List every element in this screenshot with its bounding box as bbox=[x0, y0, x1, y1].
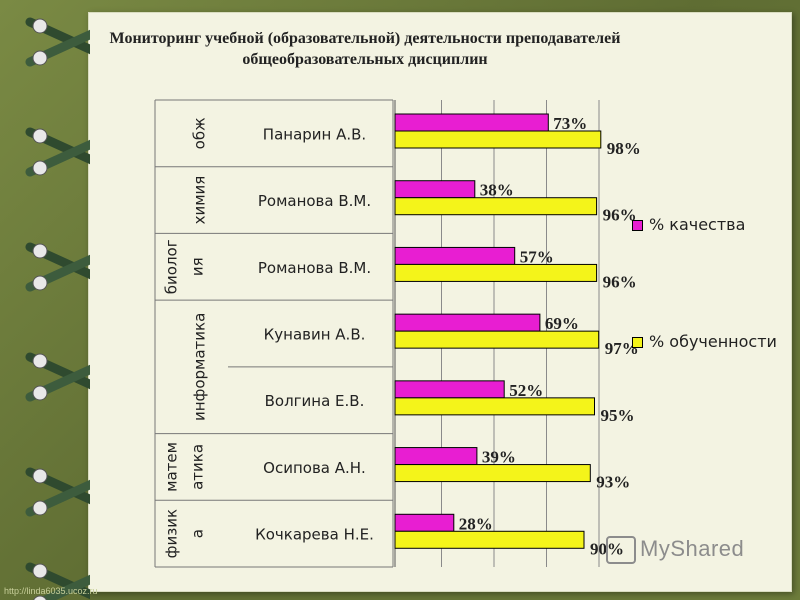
subject-label: обж bbox=[191, 117, 209, 149]
teacher-name-label: Панарин А.В. bbox=[263, 125, 366, 143]
legend-label-learning: % обученности bbox=[649, 332, 777, 351]
binding-hole bbox=[32, 275, 48, 291]
bar-quality bbox=[394, 513, 455, 532]
slide-card bbox=[88, 12, 792, 592]
bar-learning bbox=[394, 464, 591, 483]
bar-quality bbox=[394, 380, 505, 399]
subject-label: физик bbox=[163, 509, 181, 558]
subject-label: информатика bbox=[191, 313, 209, 421]
bar-learning bbox=[394, 130, 602, 149]
data-label-quality: 52% bbox=[509, 381, 543, 400]
legend-swatch-quality bbox=[632, 220, 643, 231]
teacher-name-label: Романова В.М. bbox=[258, 192, 371, 210]
chart-title: Мониторинг учебной (образовательной) дея… bbox=[109, 30, 621, 68]
myshared-logo: MyShared bbox=[606, 536, 745, 565]
binding-hole bbox=[32, 468, 48, 484]
bar-learning bbox=[394, 263, 598, 282]
bar-learning bbox=[394, 530, 585, 549]
teacher-name-label: Романова В.М. bbox=[258, 259, 371, 277]
binding-hole bbox=[32, 563, 48, 579]
teacher-name-label: Волгина Е.В. bbox=[265, 392, 365, 410]
legend-swatch-learning bbox=[632, 337, 643, 348]
subject-label: атика bbox=[189, 444, 207, 490]
legend-item-learning: % обученности bbox=[632, 330, 782, 354]
binding-cord bbox=[34, 574, 90, 600]
bar-quality bbox=[394, 180, 476, 199]
binding-hole bbox=[32, 128, 48, 144]
bar-quality bbox=[394, 246, 516, 265]
data-label-learning: 96% bbox=[603, 206, 637, 225]
bar-learning bbox=[394, 397, 595, 416]
data-label-quality: 57% bbox=[520, 247, 554, 266]
watermark-url: http://linda6035.ucoz.ru bbox=[4, 586, 98, 596]
data-label-quality: 69% bbox=[545, 314, 579, 333]
bar-quality bbox=[394, 113, 549, 132]
data-label-learning: 97% bbox=[605, 339, 639, 358]
binding-hole bbox=[32, 50, 48, 66]
presentation-icon bbox=[606, 536, 636, 565]
legend-label-quality: % качества bbox=[649, 215, 746, 234]
binding-hole bbox=[32, 353, 48, 369]
teacher-name-label: Кочкарева Н.Е. bbox=[255, 526, 374, 544]
subject-label: химия bbox=[191, 176, 209, 225]
teacher-name-label: Кунавин А.В. bbox=[264, 326, 366, 344]
binding-hole bbox=[32, 18, 48, 34]
binding-hole bbox=[32, 243, 48, 259]
legend-item-quality: % качества bbox=[632, 215, 745, 234]
subject-label: ия bbox=[189, 257, 207, 276]
binding-hole bbox=[32, 385, 48, 401]
bar-learning bbox=[394, 197, 598, 216]
data-label-learning: 98% bbox=[607, 139, 641, 158]
subject-label: а bbox=[189, 529, 207, 538]
binding-hole bbox=[32, 500, 48, 516]
data-label-quality: 38% bbox=[480, 181, 514, 200]
notebook-binding bbox=[25, 17, 90, 600]
data-label-learning: 93% bbox=[596, 473, 630, 492]
bar-learning bbox=[394, 330, 600, 349]
bar-quality bbox=[394, 447, 478, 466]
data-label-learning: 96% bbox=[603, 272, 637, 291]
teacher-name-label: Осипова А.Н. bbox=[263, 459, 366, 477]
subject-label: матем bbox=[163, 442, 181, 492]
bar-quality bbox=[394, 313, 541, 332]
binding-hole bbox=[32, 160, 48, 176]
binding-hole bbox=[33, 595, 47, 600]
logo-text: MyShared bbox=[640, 536, 745, 561]
data-label-learning: 95% bbox=[601, 406, 635, 425]
data-label-quality: 39% bbox=[482, 448, 516, 467]
data-label-quality: 73% bbox=[553, 114, 587, 133]
subject-label: биолог bbox=[163, 239, 181, 294]
data-label-quality: 28% bbox=[459, 514, 493, 533]
